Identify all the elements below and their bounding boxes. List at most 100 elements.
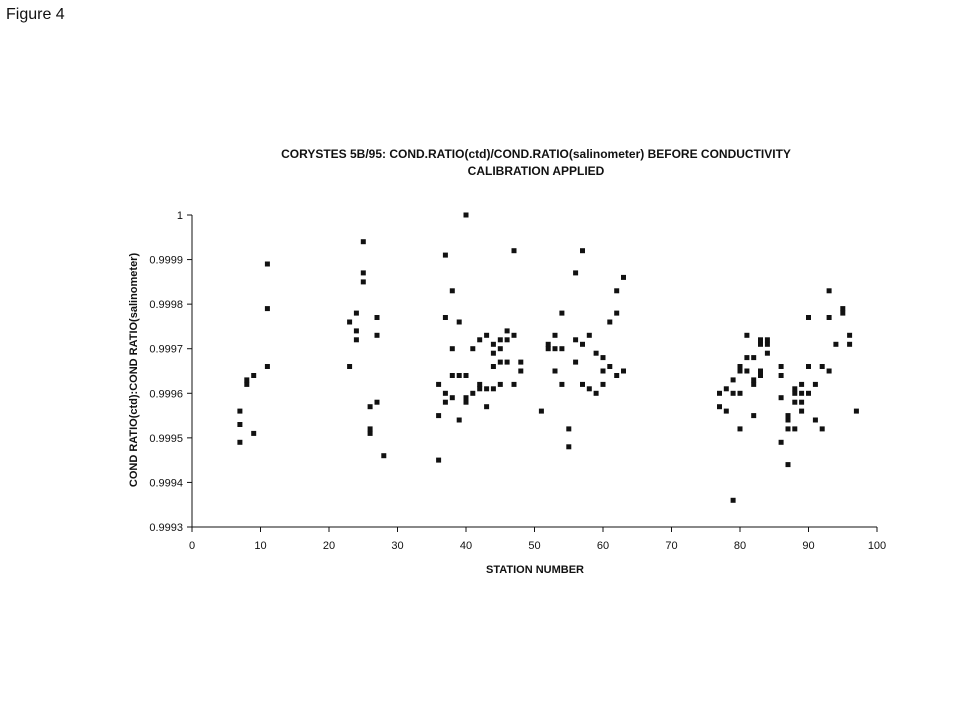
data-point [751,355,757,361]
data-point [586,386,592,392]
data-point [442,252,448,258]
data-point [477,381,483,387]
data-point [819,426,825,432]
data-point [566,444,572,450]
data-point [442,315,448,320]
data-point [833,341,839,347]
data-point [511,381,517,387]
data-point [778,364,784,369]
data-point [593,390,599,396]
data-point [806,364,811,369]
y-tick-label: 0.9995 [149,433,183,445]
data-point [552,368,558,374]
y-tick-label: 0.9999 [149,255,183,267]
data-point [264,306,270,312]
data-point [237,439,243,445]
data-point [580,341,585,347]
data-point [812,417,818,423]
data-point [586,332,592,338]
data-point [518,359,524,365]
data-point [785,426,791,432]
data-point [484,332,490,338]
data-point [758,337,763,343]
data-point [819,364,825,369]
data-point [463,373,469,378]
x-tick-label: 80 [734,540,746,552]
data-point [490,364,496,369]
data-point [456,417,462,423]
y-tick-label: 0.9997 [149,344,183,356]
x-tick-label: 40 [460,540,472,552]
x-tick-label: 20 [323,540,335,552]
y-axis-label: COND RATIO(ctd):COND RATIO(salinometer) [128,253,140,488]
data-point [463,212,469,218]
data-point [436,381,442,387]
data-point [751,381,757,387]
data-point [737,368,743,374]
data-point [580,248,585,254]
chart-subtitle: CALIBRATION APPLIED [468,164,605,178]
data-point [717,404,722,410]
data-point [559,310,565,316]
data-point [497,337,503,343]
data-point [785,413,791,419]
data-point [785,417,791,423]
data-point [347,364,353,369]
data-point [237,422,243,427]
data-point [764,350,770,356]
data-point [449,346,455,352]
data-point [792,386,798,392]
data-point [826,288,832,294]
y-tick-label: 0.9993 [149,522,183,534]
data-point [600,355,606,361]
x-tick-label: 60 [597,540,609,552]
data-point [840,306,846,312]
data-point [442,390,448,396]
data-point [799,381,805,387]
data-point [614,288,620,294]
data-point [812,381,818,387]
data-point [484,404,490,410]
data-point [573,337,579,343]
data-point [758,341,763,347]
data-point [511,248,517,254]
data-point [374,332,380,338]
data-point [360,279,366,285]
x-tick-label: 0 [189,540,195,552]
data-point [723,408,729,414]
x-tick-label: 30 [391,540,403,552]
data-point [737,390,743,396]
data-point [778,395,784,401]
data-point [737,364,743,369]
data-point [545,341,551,347]
data-point [717,390,722,396]
data-points [237,212,859,503]
data-point [449,288,455,294]
data-point [552,332,558,338]
data-point [559,346,565,352]
data-point [744,332,750,338]
data-point [730,497,736,503]
chart-title: CORYSTES 5B/95: COND.RATIO(ctd)/COND.RAT… [281,147,791,161]
data-point [251,373,257,378]
data-point [744,355,750,361]
y-tick-label: 0.9998 [149,299,183,311]
data-point [442,399,448,405]
data-point [470,346,476,352]
data-point [600,368,606,374]
data-point [758,368,763,374]
axes: 0 10 20 30 40 50 60 70 80 90 100 0.9993 0.9994 0.9995… [149,210,886,552]
data-point [573,359,579,365]
data-point [573,270,579,276]
data-point [449,395,455,401]
data-point [436,413,442,419]
data-point [826,315,832,320]
y-tick-label: 0.9996 [149,388,183,400]
data-point [374,399,380,405]
data-point [436,457,442,463]
data-point [490,350,496,356]
data-point [826,368,832,374]
data-point [847,332,853,338]
data-point [778,373,784,378]
x-tick-label: 50 [528,540,540,552]
